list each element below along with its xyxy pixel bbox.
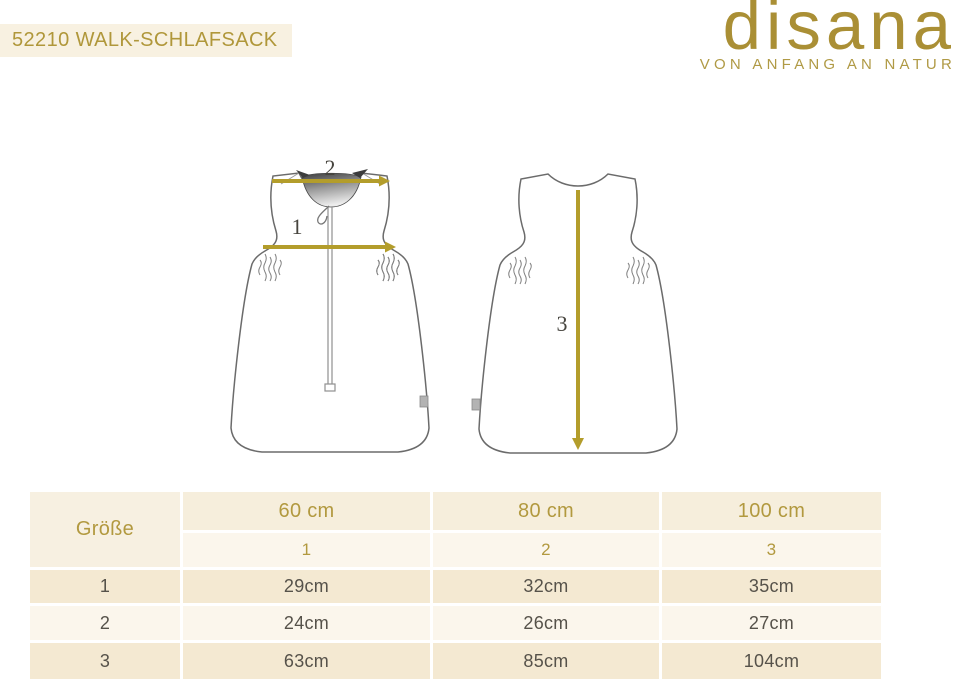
table-value: 35cm xyxy=(662,570,881,603)
shoulder-width-arrow xyxy=(272,175,390,187)
size-column-header: 100 cm xyxy=(662,492,881,530)
table-value: 63cm xyxy=(183,643,430,679)
sleeping-bag-front-outline xyxy=(230,172,430,453)
size-column-header: 80 cm xyxy=(433,492,659,530)
zipper xyxy=(324,207,336,392)
brand-logo-wordmark: disana xyxy=(722,0,956,64)
brand-logo: disana VON ANFANG AN NATUR xyxy=(700,0,956,73)
measure-label-1: 1 xyxy=(292,214,303,239)
sleeping-bag-measurement-diagram: 2 1 3 xyxy=(230,155,678,454)
measure-ref-header: 2 xyxy=(433,533,659,567)
table-value: 104cm xyxy=(662,643,881,679)
table-value: 32cm xyxy=(433,570,659,603)
collar-wing-left xyxy=(296,170,310,178)
measure-ref-header: 1 xyxy=(183,533,430,567)
chest-width-arrow xyxy=(263,241,396,253)
size-column-header: 60 cm xyxy=(183,492,430,530)
measure-label-2: 2 xyxy=(325,155,336,180)
size-table-corner-header: Größe xyxy=(30,492,180,567)
table-value: 29cm xyxy=(183,570,430,603)
zipper-pull-icon xyxy=(317,205,330,225)
table-value: 24cm xyxy=(183,606,430,640)
side-tag-back xyxy=(471,398,481,411)
row-measure-label: 1 xyxy=(30,570,180,603)
measure-label-3: 3 xyxy=(557,311,568,336)
side-tag-front xyxy=(419,395,429,408)
measure-ref-header: 3 xyxy=(662,533,881,567)
table-value: 85cm xyxy=(433,643,659,679)
table-value: 27cm xyxy=(662,606,881,640)
table-value: 26cm xyxy=(433,606,659,640)
brand-logo-tagline: VON ANFANG AN NATUR xyxy=(699,56,956,73)
row-measure-label: 3 xyxy=(30,643,180,679)
product-title: 52210 WALK-SCHLAFSACK xyxy=(12,29,278,51)
collar-wing-right xyxy=(352,169,368,178)
product-title-strip: 52210 WALK-SCHLAFSACK xyxy=(0,24,292,57)
length-arrow xyxy=(572,190,584,450)
size-table: Größe 60 cm 80 cm 100 cm 1 2 3 1 29cm 32… xyxy=(30,492,881,679)
row-measure-label: 2 xyxy=(30,606,180,640)
